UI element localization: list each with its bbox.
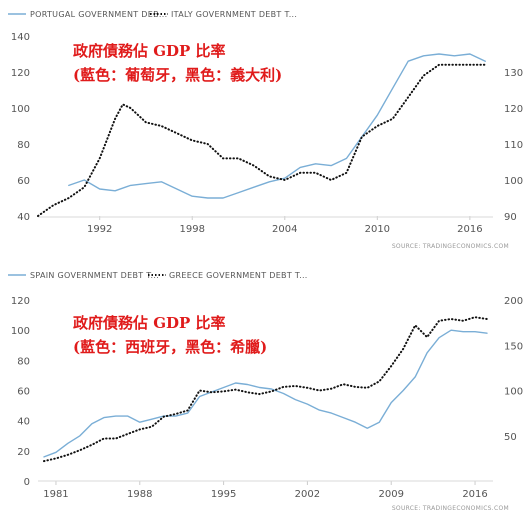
series-line-dotted: [37, 63, 487, 217]
left-tick-label: 0: [24, 477, 30, 488]
right-tick-label: 100: [504, 176, 523, 187]
left-tick-label: 100: [11, 104, 30, 115]
chart-portugal-italy: PORTUGAL GOVERNMENT DEB... ITALY GOVERNM…: [8, 10, 523, 250]
right-tick-label: 110: [504, 140, 523, 151]
x-tick-label: 1988: [127, 489, 152, 500]
x-axis-ticks: 1981 1988 1995 2002 2009 2016: [43, 481, 488, 500]
left-axis-ticks: 0 20 40 60 80 100 120: [11, 296, 30, 488]
left-tick-label: 60: [17, 387, 30, 398]
left-tick-label: 40: [17, 417, 30, 428]
source-label: SOURCE: TRADINGECONOMICS.COM: [392, 243, 509, 250]
x-tick-label: 1995: [211, 489, 236, 500]
x-axis-ticks: 1992 1998 2004 2010 2016: [87, 216, 483, 235]
x-tick-label: 2016: [457, 224, 482, 235]
series-line-solid: [43, 329, 488, 458]
left-tick-label: 100: [11, 326, 30, 337]
right-tick-label: 200: [504, 296, 523, 307]
right-tick-label: 120: [504, 104, 523, 115]
x-tick-label: 2004: [272, 224, 297, 235]
series-lines: [43, 316, 488, 463]
right-tick-label: 150: [504, 341, 523, 352]
annotation-subtitle: (藍色：葡萄牙，黑色：義大利): [73, 66, 282, 84]
legend-label-portugal: PORTUGAL GOVERNMENT DEB...: [30, 10, 167, 19]
right-axis-ticks: 90 100 110 120 130: [504, 68, 523, 223]
left-tick-label: 60: [17, 176, 30, 187]
x-tick-label: 1981: [43, 489, 68, 500]
left-tick-label: 140: [11, 32, 30, 43]
legend-label-spain: SPAIN GOVERNMENT DEBT T...: [30, 271, 159, 280]
x-tick-label: 1998: [180, 224, 205, 235]
legend-label-italy: ITALY GOVERNMENT DEBT T...: [171, 10, 297, 19]
annotation-subtitle: (藍色：西班牙，黑色：希臘): [73, 338, 267, 356]
x-tick-label: 1992: [87, 224, 112, 235]
right-tick-label: 50: [504, 432, 517, 443]
left-tick-label: 80: [17, 356, 30, 367]
left-tick-label: 40: [17, 212, 30, 223]
left-tick-label: 80: [17, 140, 30, 151]
right-tick-label: 130: [504, 68, 523, 79]
left-tick-label: 120: [11, 68, 30, 79]
annotation-title: 政府債務佔 GDP 比率: [73, 314, 226, 332]
right-tick-label: 100: [504, 387, 523, 398]
x-tick-label: 2009: [378, 489, 403, 500]
series-lines: [37, 53, 487, 217]
series-line-dotted: [43, 316, 488, 463]
x-tick-label: 2002: [295, 489, 320, 500]
x-tick-label: 2016: [462, 489, 487, 500]
source-label: SOURCE: TRADINGECONOMICS.COM: [392, 505, 509, 512]
right-tick-label: 90: [504, 212, 517, 223]
series-line-solid: [68, 53, 486, 199]
left-tick-label: 20: [17, 447, 30, 458]
annotation-title: 政府債務佔 GDP 比率: [73, 42, 226, 60]
legend-label-greece: GREECE GOVERNMENT DEBT T...: [169, 271, 308, 280]
left-tick-label: 120: [11, 296, 30, 307]
chart-spain-greece: SPAIN GOVERNMENT DEBT T... GREECE GOVERN…: [8, 271, 523, 512]
x-tick-label: 2010: [365, 224, 390, 235]
left-axis-ticks: 40 60 80 100 120 140: [11, 32, 30, 223]
right-axis-ticks: 50 100 150 200: [504, 296, 523, 443]
